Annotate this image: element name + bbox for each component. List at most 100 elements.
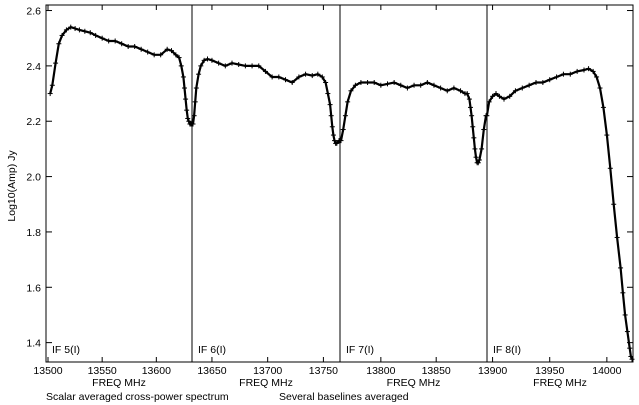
data-point	[182, 85, 187, 91]
data-point	[469, 113, 475, 119]
data-point	[119, 41, 125, 47]
data-point	[479, 146, 485, 152]
data-point	[269, 74, 275, 80]
data-point	[581, 67, 587, 73]
panel-label: IF 6(I)	[198, 344, 226, 356]
x-tick-label: 13850	[422, 365, 451, 377]
data-point	[332, 138, 338, 144]
data-point	[594, 74, 600, 80]
data-point	[112, 38, 118, 44]
data-point	[519, 85, 525, 91]
x-tick-label: 14000	[592, 365, 621, 377]
data-point	[125, 44, 131, 50]
x-tick-label: 13950	[535, 365, 564, 377]
x-tick-label: 13700	[253, 365, 282, 377]
data-point	[600, 104, 606, 110]
data-point	[468, 104, 474, 110]
data-point	[540, 79, 546, 85]
data-point	[444, 88, 450, 94]
data-point	[340, 127, 346, 133]
data-point	[533, 79, 539, 85]
data-point	[484, 113, 490, 119]
data-point	[475, 160, 481, 166]
data-point	[249, 63, 255, 69]
x-tick-label: 13650	[197, 365, 226, 377]
x-axis-label: FREQ MHz	[239, 377, 293, 389]
data-point	[338, 138, 344, 144]
data-point	[82, 28, 88, 34]
footer-left: Scalar averaged cross-power spectrum	[46, 391, 229, 403]
data-point	[597, 85, 603, 91]
data-point	[72, 26, 78, 32]
data-point	[473, 154, 479, 160]
data-point	[384, 81, 390, 87]
x-tick-label: 13750	[309, 365, 338, 377]
data-point	[391, 79, 397, 85]
data-point	[68, 24, 74, 30]
data-point	[204, 56, 210, 62]
data-point	[329, 124, 335, 130]
data-point	[618, 265, 624, 271]
data-point	[431, 82, 437, 88]
data-point	[574, 68, 580, 74]
data-point	[229, 60, 235, 66]
y-tick-label: 2.6	[26, 6, 41, 18]
data-point	[424, 79, 430, 85]
data-point	[560, 71, 566, 77]
data-point	[164, 46, 170, 52]
data-point	[151, 52, 157, 58]
data-point	[242, 63, 248, 69]
data-point	[371, 79, 377, 85]
data-point	[186, 118, 192, 124]
data-point	[173, 52, 179, 58]
data-point	[604, 132, 610, 138]
data-point	[76, 27, 82, 33]
data-point	[627, 345, 633, 351]
data-point	[470, 124, 476, 130]
data-point	[590, 68, 596, 74]
data-point	[586, 66, 592, 72]
data-point	[472, 146, 478, 152]
data-point	[315, 71, 321, 77]
data-point	[63, 27, 69, 33]
x-axis-label: FREQ MHz	[533, 377, 587, 389]
data-point	[47, 91, 53, 97]
data-point	[611, 201, 617, 207]
y-axis-label: Log10(Amp) Jy	[6, 150, 18, 222]
data-point	[620, 290, 626, 296]
panel-label: IF 5(I)	[52, 344, 80, 356]
panel-label: IF 7(I)	[346, 344, 374, 356]
x-tick-label: 13550	[88, 365, 117, 377]
data-point	[345, 99, 351, 105]
data-point	[190, 121, 196, 127]
data-point	[614, 234, 620, 240]
data-point	[348, 88, 354, 94]
data-point	[481, 127, 487, 133]
data-point	[501, 96, 507, 102]
data-point	[466, 96, 472, 102]
data-point	[496, 93, 502, 99]
data-point	[352, 82, 358, 88]
data-point	[276, 74, 282, 80]
data-point	[607, 165, 613, 171]
data-point	[490, 93, 496, 99]
data-point	[547, 77, 553, 83]
x-tick-label: 13800	[366, 365, 395, 377]
data-point	[378, 82, 384, 88]
data-point	[222, 63, 228, 69]
series-line	[485, 67, 634, 360]
data-point	[56, 41, 62, 47]
data-point	[334, 140, 340, 146]
data-point	[398, 82, 404, 88]
data-point	[327, 102, 333, 108]
data-point	[59, 32, 65, 38]
data-point	[138, 46, 144, 52]
data-point	[438, 85, 444, 91]
y-tick-label: 1.8	[26, 227, 41, 239]
data-point	[330, 132, 336, 138]
data-point	[236, 62, 242, 67]
data-point	[567, 71, 573, 77]
data-point	[184, 107, 190, 113]
